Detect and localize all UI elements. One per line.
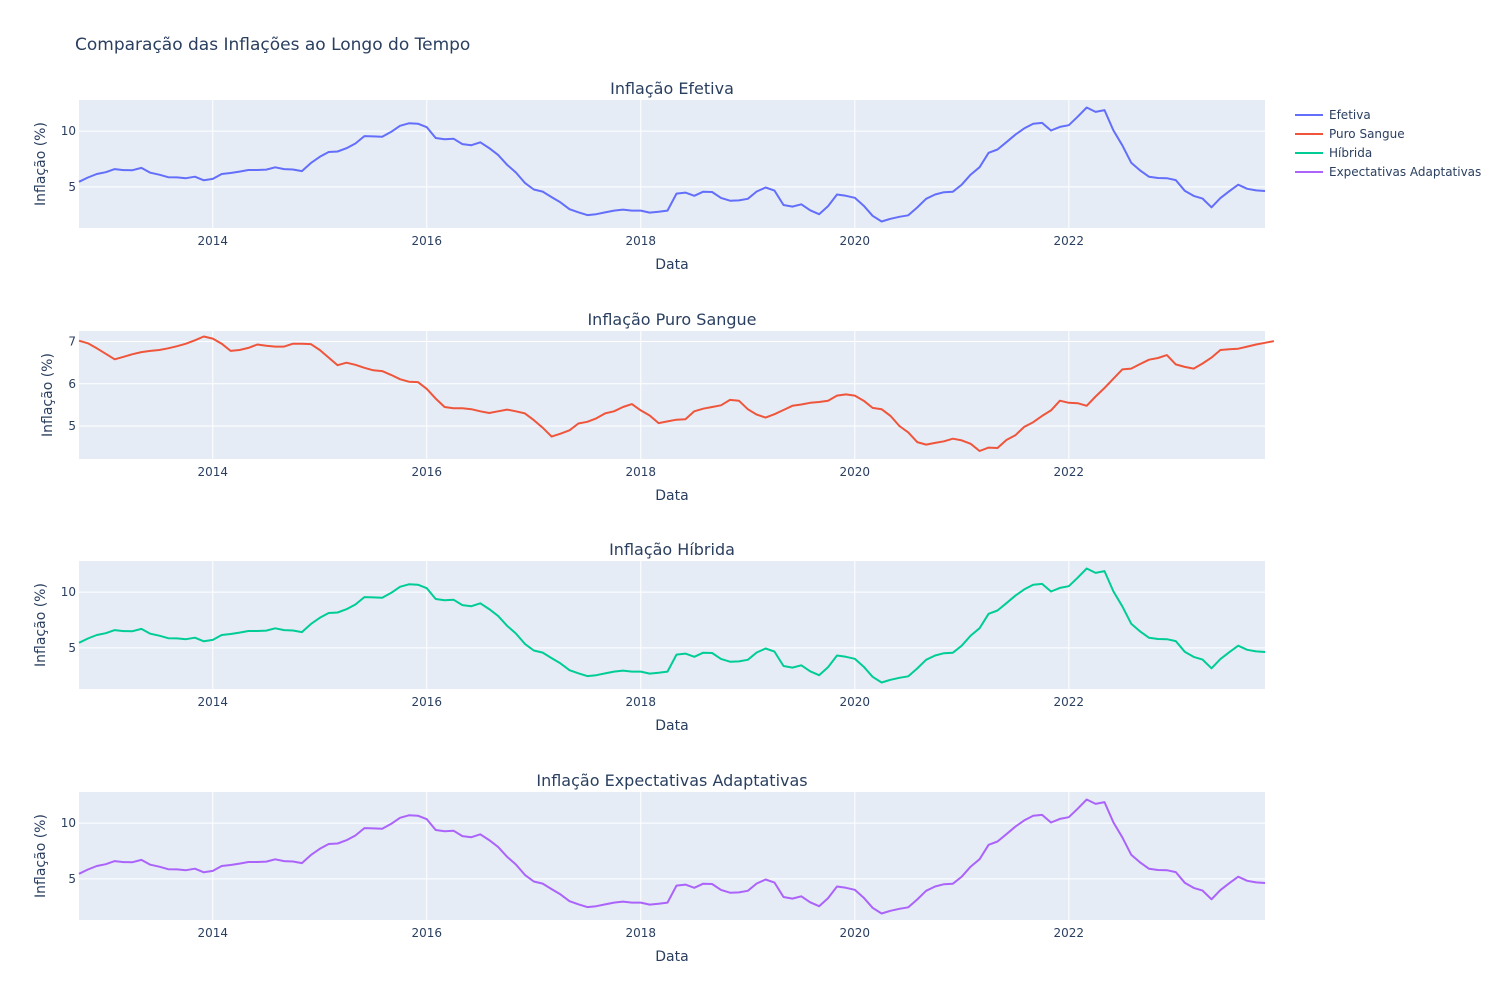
x-tick-label: 2016 [412, 465, 443, 479]
y-tick-label: 10 [61, 124, 76, 138]
x-tick-label: 2020 [840, 695, 871, 709]
subplots: Inflação Efetiva 2014 2016 2018 2020 2022 5 10 D… [33, 79, 1274, 965]
x-tick-label: 2016 [412, 695, 443, 709]
y-tick-label: 5 [68, 419, 76, 433]
legend-item[interactable]: Efetiva [1295, 108, 1371, 122]
subplot-title: Inflação Efetiva [610, 79, 734, 98]
y-tick-label: 7 [68, 335, 76, 349]
legend-label: Puro Sangue [1329, 127, 1405, 141]
subplot-2: Inflação Puro Sangue 2014 2016 2018 2020 2022… [40, 310, 1274, 504]
x-tick-label: 2022 [1054, 465, 1085, 479]
x-tick-label: 2014 [197, 926, 228, 940]
x-tick-label: 2020 [840, 234, 871, 248]
plot-area [79, 100, 1265, 228]
x-tick-label: 2018 [626, 465, 657, 479]
x-axis-title: Data [655, 718, 688, 734]
chart-title: Comparação das Inflações ao Longo do Tem… [75, 35, 470, 55]
x-tick-label: 2020 [840, 465, 871, 479]
legend-label: Expectativas Adaptativas [1329, 165, 1481, 179]
legend-item[interactable]: Puro Sangue [1295, 127, 1405, 141]
y-tick-label: 10 [61, 585, 76, 599]
subplot-title: Inflação Expectativas Adaptativas [536, 771, 807, 790]
x-tick-label: 2016 [412, 234, 443, 248]
subplot-3: Inflação Híbrida 2014 2016 2018 2020 2022 5 10 D… [33, 540, 1265, 734]
subplot-title: Inflação Puro Sangue [587, 310, 756, 329]
plot-area [79, 561, 1265, 689]
plot-area [79, 331, 1265, 459]
x-tick-label: 2022 [1054, 234, 1085, 248]
x-axis-title: Data [655, 488, 688, 504]
x-tick-label: 2014 [197, 695, 228, 709]
x-tick-label: 2018 [626, 234, 657, 248]
x-tick-label: 2016 [412, 926, 443, 940]
y-tick-label: 6 [68, 377, 76, 391]
legend-label: Híbrida [1329, 146, 1372, 160]
x-tick-label: 2020 [840, 926, 871, 940]
y-axis-title: Inflação (%) [33, 122, 49, 206]
subplot-1: Inflação Efetiva 2014 2016 2018 2020 2022 5 10 D… [33, 79, 1265, 273]
y-axis-title: Inflação (%) [40, 353, 56, 437]
plot-area [79, 792, 1265, 920]
x-tick-label: 2022 [1054, 926, 1085, 940]
x-tick-label: 2014 [197, 465, 228, 479]
legend-item[interactable]: Híbrida [1295, 146, 1372, 160]
legend-item[interactable]: Expectativas Adaptativas [1295, 165, 1481, 179]
x-tick-label: 2018 [626, 926, 657, 940]
x-axis-title: Data [655, 949, 688, 965]
legend[interactable]: Efetiva Puro Sangue Híbrida Expectativas Ad… [1295, 108, 1481, 179]
y-axis-title: Inflação (%) [33, 583, 49, 667]
y-tick-label: 5 [68, 872, 76, 886]
subplot-title: Inflação Híbrida [609, 540, 735, 559]
y-tick-label: 5 [68, 180, 76, 194]
y-tick-label: 10 [61, 816, 76, 830]
x-tick-label: 2018 [626, 695, 657, 709]
subplot-4: Inflação Expectativas Adaptativas 2014 201… [33, 771, 1265, 965]
x-tick-label: 2022 [1054, 695, 1085, 709]
x-tick-label: 2014 [197, 234, 228, 248]
y-tick-label: 5 [68, 641, 76, 655]
y-axis-title: Inflação (%) [33, 814, 49, 898]
x-axis-title: Data [655, 257, 688, 273]
legend-label: Efetiva [1329, 108, 1371, 122]
